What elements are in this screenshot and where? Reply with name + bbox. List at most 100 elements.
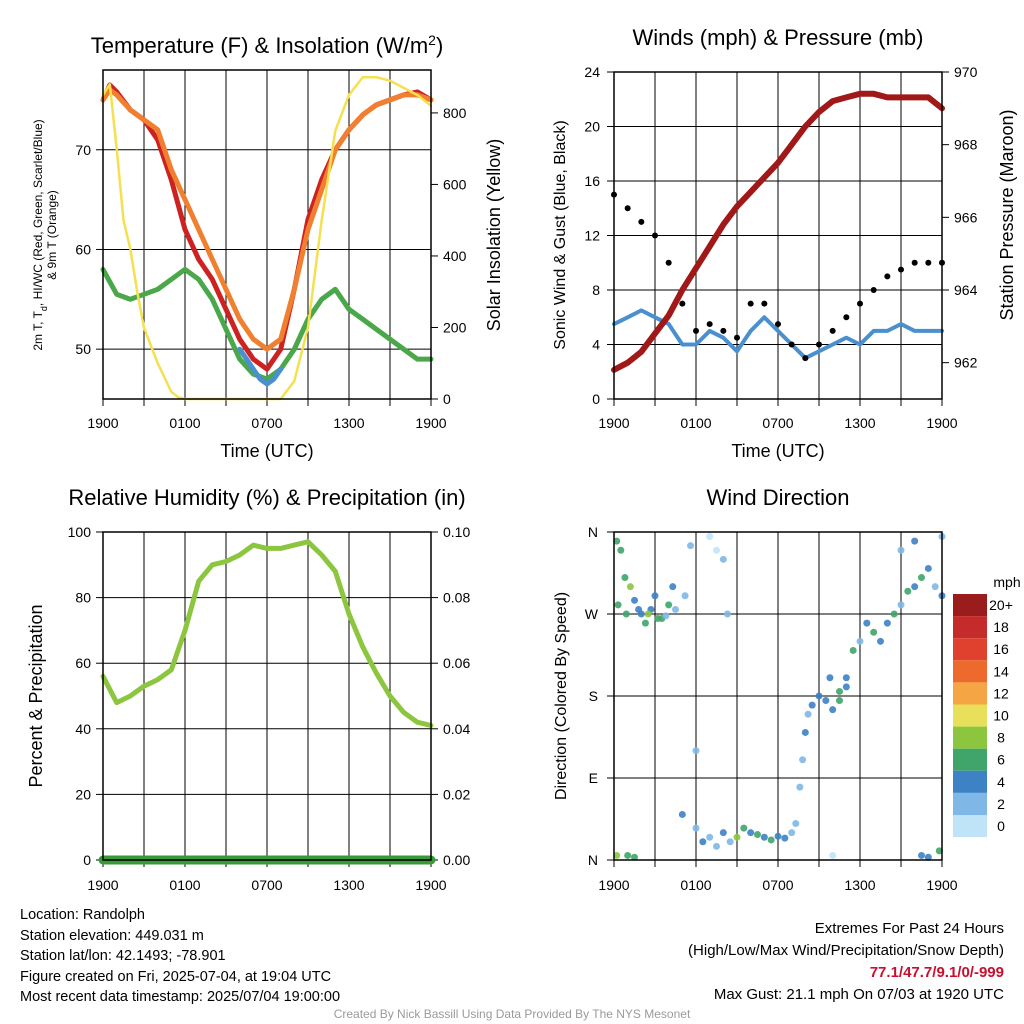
max-gust-text: Max Gust: 21.1 mph On 07/03 at 1920 UTC — [713, 986, 1004, 1003]
gust-point — [747, 300, 754, 307]
mesonet-figure: Temperature (F) & Insolation (W/m2) 1900 0… — [26, 25, 1021, 893]
humidity-ylabel: Percent & Precipitation — [26, 604, 46, 787]
direction-point — [870, 628, 878, 636]
insolation-ytick-label: 800 — [443, 105, 467, 121]
direction-point — [863, 619, 871, 627]
winds-ytick-label: 16 — [584, 173, 600, 189]
temp-series-line — [100, 87, 434, 352]
direction-ytick-label: S — [589, 688, 598, 704]
direction-point — [747, 829, 755, 837]
gust-point — [679, 300, 686, 307]
legend-label: 14 — [993, 663, 1009, 679]
temp-xtick-label: 1900 — [415, 415, 446, 431]
direction-point — [760, 833, 768, 841]
winds-frame — [613, 71, 943, 400]
direction-frame — [613, 531, 943, 861]
gust-point — [898, 266, 904, 273]
direction-point — [842, 674, 850, 682]
temp-ytick-label: 70 — [75, 142, 91, 158]
insolation-ytick-label: 0 — [443, 391, 451, 407]
direction-xtick-label: 0700 — [762, 877, 793, 893]
winds-xlabel: Time (UTC) — [731, 441, 824, 461]
direction-xtick-label: 0100 — [680, 877, 711, 893]
insolation-ylabel: Solar Insolation (Yellow) — [484, 139, 504, 331]
insolation-ytick-label: 600 — [443, 176, 467, 192]
direction-point — [626, 583, 634, 591]
humidity-line — [100, 539, 434, 728]
pressure-ytick-label: 966 — [954, 209, 978, 225]
legend-label: 16 — [993, 641, 1009, 657]
gust-point — [816, 341, 822, 348]
gust-point — [693, 327, 699, 334]
extremes-subtitle: (High/Low/Max Wind/Precipitation/Snow De… — [688, 942, 1004, 959]
direction-point — [829, 851, 837, 859]
credit-text: Created By Nick Bassill Using Data Provi… — [333, 1007, 691, 1021]
legend-label: 8 — [997, 730, 1005, 746]
direction-point — [883, 619, 891, 627]
recent-text: Most recent data timestamp: 2025/07/04 1… — [20, 989, 341, 1005]
gust-point — [775, 321, 781, 328]
winds-xtick-label: 1300 — [844, 415, 875, 431]
humidity-xtick-label: 1900 — [87, 877, 118, 893]
direction-ytick-label: N — [588, 524, 598, 540]
direction-point — [767, 836, 775, 844]
direction-ytick-label: N — [588, 852, 598, 868]
precip-ytick-label: 0.04 — [443, 721, 470, 737]
gust-point — [857, 300, 863, 307]
insolation-ytick-label: 400 — [443, 248, 467, 264]
gust-point — [720, 327, 727, 334]
direction-point — [826, 674, 834, 682]
direction-point — [672, 605, 679, 613]
humidity-xtick-label: 1900 — [415, 877, 446, 893]
direction-point — [829, 706, 837, 714]
legend-swatch — [953, 616, 987, 639]
direction-point — [713, 546, 720, 554]
precip-ytick-label: 0.06 — [443, 655, 470, 671]
pressure-ytick-label: 964 — [954, 282, 978, 298]
direction-point — [669, 583, 677, 591]
station-info: Location: Randolph Station elevation: 44… — [20, 905, 340, 1008]
temp-ylabel-line2: & 9m T (Orange) — [45, 190, 59, 280]
direction-point — [733, 833, 741, 841]
direction-point — [662, 612, 670, 620]
direction-point — [692, 824, 700, 832]
temp-ylabel: 2m T, Td, HI/WC (Red, Green, Scarlet/Blu… — [31, 119, 49, 350]
gust-point — [843, 314, 850, 321]
pressure-ytick-label: 968 — [954, 137, 978, 153]
legend-label: 4 — [997, 774, 1005, 790]
direction-point — [681, 592, 689, 600]
temp-xtick-label: 0700 — [251, 415, 282, 431]
gust-point — [911, 259, 918, 266]
humidity-ytick-label: 80 — [75, 590, 91, 606]
legend-label: 20+ — [989, 597, 1013, 613]
winds-xtick-label: 0100 — [680, 415, 711, 431]
direction-point — [897, 546, 905, 554]
humidity-frame — [102, 531, 432, 861]
direction-point — [644, 610, 652, 618]
humidity-xtick-label: 1300 — [333, 877, 364, 893]
gust-point — [706, 321, 713, 328]
direction-point — [836, 697, 843, 705]
direction-point — [719, 555, 727, 563]
temp-xtick-label: 0100 — [169, 415, 200, 431]
direction-point — [624, 851, 632, 859]
direction-point — [911, 537, 919, 545]
gust-point — [624, 205, 631, 212]
direction-ylabel: Direction (Colored By Speed) — [553, 592, 570, 800]
precip-ytick-label: 0.08 — [443, 590, 470, 606]
direction-point — [935, 847, 943, 855]
direction-point — [723, 610, 731, 618]
legend-swatch — [953, 682, 987, 705]
humidity-xtick-label: 0700 — [251, 877, 282, 893]
direction-point — [635, 605, 643, 613]
winds-ytick-label: 20 — [584, 119, 600, 135]
legend-swatch — [953, 792, 987, 815]
direction-point — [678, 810, 686, 818]
temp-frame — [102, 69, 432, 400]
gust-point — [870, 287, 877, 293]
winds-ytick-label: 0 — [592, 391, 600, 407]
direction-point — [796, 783, 804, 791]
gust-point — [802, 355, 809, 362]
humidity-ytick-label: 100 — [68, 524, 92, 540]
temp-series-line — [100, 266, 434, 382]
